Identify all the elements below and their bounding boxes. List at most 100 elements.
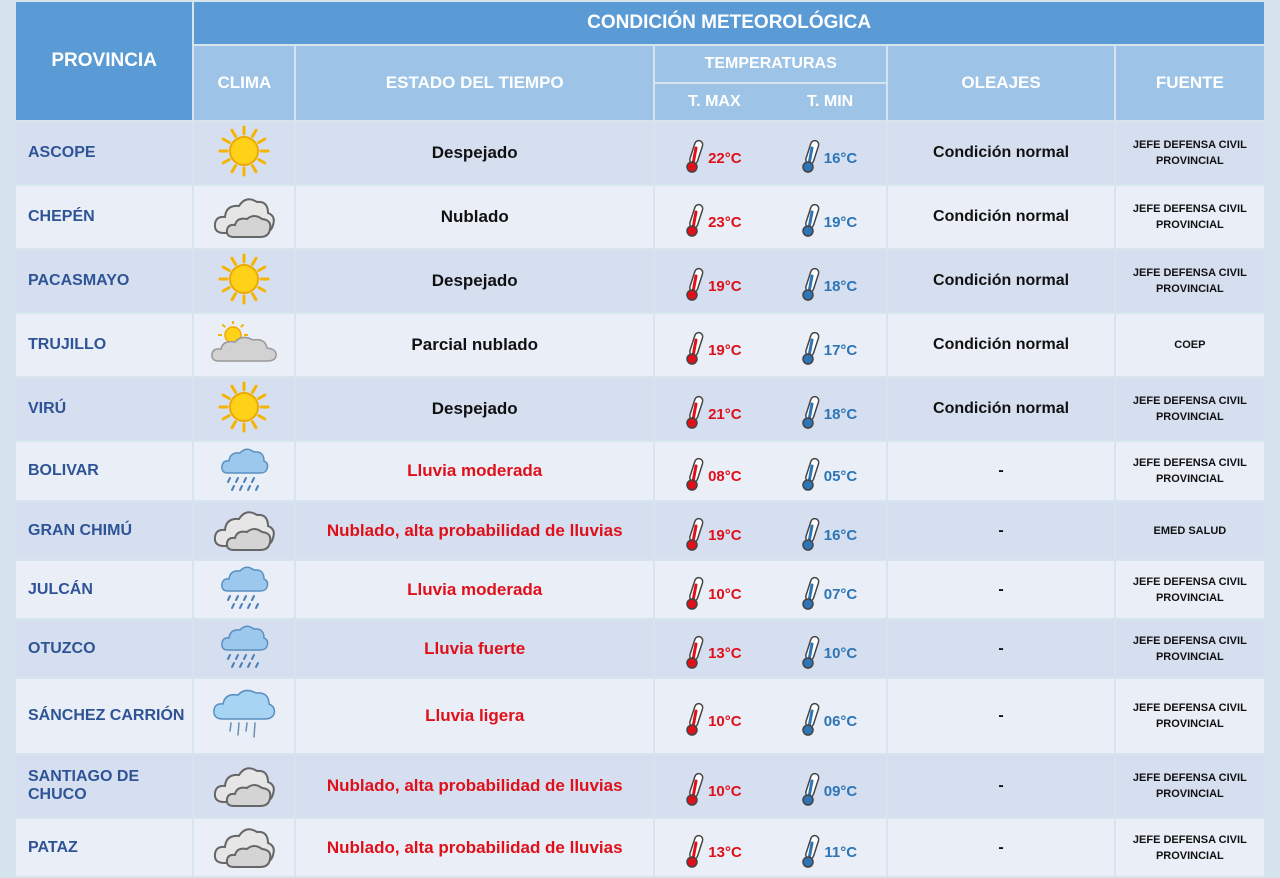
fuente-line-1: JEFE DEFENSA CIVIL xyxy=(1132,575,1247,588)
clima-cell xyxy=(194,122,295,184)
thermometer-cold-icon xyxy=(800,330,824,370)
thermometer-cold-icon xyxy=(800,771,824,811)
fuente-line-2: PROVINCIAL xyxy=(1155,283,1224,295)
tmax-text: 10°C xyxy=(708,586,742,603)
provincia-cell: PATAZ xyxy=(16,819,193,876)
clima-cell xyxy=(194,620,295,677)
table-row: TRUJILLO Parcial nublado 19°C 17°C Condición… xyxy=(16,314,1264,376)
temperatura-cell: 10°C 06°C xyxy=(655,679,887,753)
weather-report: PROVINCIA CONDICIÓN METEOROLÓGICA CLIMA … xyxy=(15,0,1265,876)
estado-cell: Lluvia fuerte xyxy=(296,620,653,677)
tmin-text: 11°C xyxy=(824,844,858,861)
oleajes-cell: - xyxy=(888,819,1114,876)
thermometer-cold-icon xyxy=(800,202,824,242)
fuente-line-2: PROVINCIAL xyxy=(1155,718,1224,730)
provincia-cell: SANTIAGO DE CHUCO xyxy=(16,755,193,817)
tmin-text: 10°C xyxy=(823,645,858,662)
tmin-text: 18°C xyxy=(823,277,858,295)
weather-table: PROVINCIA CONDICIÓN METEOROLÓGICA CLIMA … xyxy=(14,0,1266,878)
thermometer-hot-icon xyxy=(684,138,708,178)
fuente-line-1: JEFE DEFENSA CIVIL xyxy=(1132,139,1247,151)
temperatura-cell: 10°C 09°C xyxy=(655,755,887,817)
fuente-cell: JEFE DEFENSA CIVIL PROVINCIAL xyxy=(1115,250,1264,312)
provincia-cell: TRUJILLO xyxy=(16,314,193,376)
table-row: SANTIAGO DE CHUCO Nublado, alta probabili… xyxy=(16,755,1264,817)
tmax-value: 10°C xyxy=(684,771,742,811)
tmax-value: 21°C xyxy=(684,394,742,434)
fuente-line-1: EMED SALUD xyxy=(1153,524,1227,537)
table-row: OTUZCO Lluvia fuerte 13°C 10°C - JEFE DEFENSA… xyxy=(16,620,1264,677)
estado-cell: Parcial nublado xyxy=(296,314,653,376)
fuente-cell: EMED SALUD xyxy=(1115,502,1264,559)
cloud-icon xyxy=(210,828,278,875)
oleajes-cell: - xyxy=(888,561,1114,618)
fuente-line-1: JEFE DEFENSA CIVIL xyxy=(1132,457,1247,469)
temperatura-cell: 19°C 16°C xyxy=(655,502,887,559)
temperatura-cell: 10°C 07°C xyxy=(655,561,887,618)
fuente-cell: JEFE DEFENSA CIVIL PROVINCIAL xyxy=(1115,755,1264,817)
tmax-text: 19°C xyxy=(708,341,742,359)
temperatura-cell: 19°C 18°C xyxy=(655,250,887,312)
rain-cloud-icon xyxy=(218,625,270,676)
tmin-text: 17°C xyxy=(823,341,858,359)
table-row: PACASMAYO Despejado 19°C 18°C Condición norm… xyxy=(16,250,1264,312)
tmax-text: 22°C xyxy=(708,149,742,167)
fuente-cell: JEFE DEFENSA CIVIL PROVINCIAL xyxy=(1115,122,1264,184)
tmin-value: 16°C xyxy=(800,516,857,556)
clima-cell xyxy=(194,442,295,500)
oleajes-cell: - xyxy=(888,442,1114,500)
light-rain-icon xyxy=(211,689,277,747)
temperatura-cell: 13°C 11°C xyxy=(655,819,887,876)
thermometer-cold-icon xyxy=(800,634,824,674)
fuente-line-1: JEFE DEFENSA CIVIL xyxy=(1132,267,1247,279)
tmax-text: 08°C xyxy=(708,467,742,485)
estado-cell: Despejado xyxy=(296,122,653,184)
thermometer-hot-icon xyxy=(684,575,708,615)
fuente-cell: JEFE DEFENSA CIVIL PROVINCIAL xyxy=(1115,561,1264,618)
fuente-line-1: JEFE DEFENSA CIVIL xyxy=(1132,702,1247,714)
tmin-value: 16°C xyxy=(800,138,857,178)
fuente-cell: JEFE DEFENSA CIVIL PROVINCIAL xyxy=(1115,819,1264,876)
oleajes-cell: - xyxy=(888,679,1114,753)
header-clima: CLIMA xyxy=(194,46,295,120)
estado-cell: Nublado, alta probabilidad de lluvias xyxy=(296,502,653,559)
clima-cell xyxy=(194,819,295,876)
tmax-value: 23°C xyxy=(684,202,742,242)
estado-cell: Nublado xyxy=(296,186,653,248)
thermometer-hot-icon xyxy=(684,516,708,556)
oleajes-cell: Condición normal xyxy=(888,378,1114,440)
tmax-text: 23°C xyxy=(708,213,742,231)
tmin-text: 18°C xyxy=(823,405,858,423)
fuente-line-1: JEFE DEFENSA CIVIL xyxy=(1132,395,1247,407)
oleajes-cell: Condición normal xyxy=(888,186,1114,248)
tmin-value: 05°C xyxy=(800,456,857,496)
fuente-line-2: PROVINCIAL xyxy=(1155,411,1224,423)
temperatura-cell: 21°C 18°C xyxy=(655,378,887,440)
table-row: GRAN CHIMÚ Nublado, alta probabilidad de … xyxy=(16,502,1264,559)
thermometer-hot-icon xyxy=(684,330,708,370)
fuente-line-2: PROVINCIAL xyxy=(1155,155,1224,167)
sun-icon xyxy=(217,125,271,182)
fuente-cell: JEFE DEFENSA CIVIL PROVINCIAL xyxy=(1115,186,1264,248)
tmin-value: 11°C xyxy=(800,833,857,873)
table-row: CHEPÉN Nublado 23°C 19°C Condición normal JEF… xyxy=(16,186,1264,248)
tmin-text: 07°C xyxy=(823,586,858,603)
header-condicion: CONDICIÓN METEOROLÓGICA xyxy=(194,2,1264,44)
estado-cell: Lluvia moderada xyxy=(296,561,653,618)
oleajes-cell: Condición normal xyxy=(888,122,1114,184)
thermometer-cold-icon xyxy=(800,138,824,178)
tmax-text: 13°C xyxy=(708,844,742,861)
tmin-text: 06°C xyxy=(823,712,858,730)
tmin-value: 06°C xyxy=(800,701,858,741)
clima-cell xyxy=(194,186,295,248)
temperatura-cell: 23°C 19°C xyxy=(655,186,887,248)
fuente-line-1: JEFE DEFENSA CIVIL xyxy=(1132,772,1247,784)
provincia-cell: PACASMAYO xyxy=(16,250,193,312)
fuente-line-1: JEFE DEFENSA CIVIL xyxy=(1132,203,1247,215)
estado-cell: Lluvia ligera xyxy=(296,679,653,753)
tmax-value: 19°C xyxy=(684,266,742,306)
tmax-value: 10°C xyxy=(684,701,742,741)
fuente-line-2: PROVINCIAL xyxy=(1155,473,1224,485)
estado-cell: Despejado xyxy=(296,378,653,440)
fuente-line-2: PROVINCIAL xyxy=(1155,591,1224,604)
